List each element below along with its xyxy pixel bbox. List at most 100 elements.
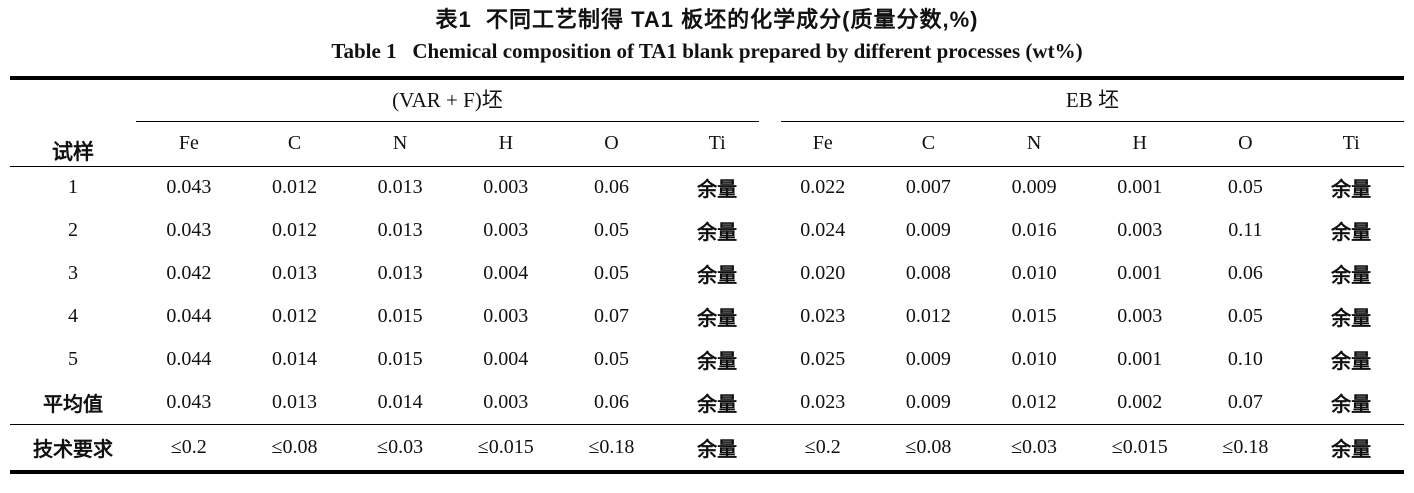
value-cell: 0.009 — [905, 348, 951, 370]
table-row-requirement: 技术要求 ≤0.2 ≤0.08 ≤0.03 ≤0.015 ≤0.18 余量 ≤0… — [10, 423, 1404, 472]
value-cell: 余量 — [664, 423, 770, 472]
element-column-header: N — [347, 122, 453, 167]
group-header-var-f: (VAR + F)坯 — [136, 78, 770, 122]
value-cell: 0.023 — [800, 390, 846, 413]
value-cell: ≤0.03 — [981, 423, 1087, 472]
value-cell: 余量 — [697, 351, 738, 373]
value-cell: 0.022 — [800, 176, 846, 199]
value-cell: 余量 — [697, 308, 738, 330]
value-cell: 0.010 — [1011, 348, 1057, 370]
element-header-row: Fe C N H O Ti Fe C N H O Ti — [10, 122, 1404, 167]
value-cell: 0.012 — [905, 305, 951, 327]
element-column-header: O — [1192, 122, 1299, 167]
value-cell: 0.05 — [1227, 305, 1263, 327]
value-cell: 0.001 — [1117, 348, 1163, 370]
value-cell: ≤0.015 — [452, 423, 559, 472]
value-cell: 0.020 — [800, 262, 846, 284]
value-cell: 0.013 — [377, 176, 423, 199]
value-cell: 0.06 — [593, 176, 629, 199]
value-cell: 0.023 — [800, 305, 846, 327]
composition-table: 试样 (VAR + F)坯 EB 坯 Fe C N H O Ti Fe C N … — [10, 76, 1404, 474]
value-cell: 0.025 — [800, 348, 846, 370]
value-cell: 0.003 — [1117, 305, 1163, 327]
value-cell: 余量 — [1298, 423, 1404, 472]
row-label: 2 — [68, 219, 78, 241]
element-column-header: O — [558, 122, 665, 167]
element-column-header: H — [1086, 122, 1193, 167]
value-cell: 余量 — [1331, 265, 1372, 287]
element-column-header: Fe — [769, 122, 876, 167]
value-cell: ≤0.08 — [875, 423, 982, 472]
value-cell: 0.007 — [905, 176, 951, 199]
table-row-1: 1 0.043 0.012 0.013 0.003 0.06 余量 0.022 … — [10, 166, 1404, 209]
value-cell: 0.07 — [1227, 390, 1263, 413]
value-cell: 余量 — [697, 393, 738, 416]
value-cell: 0.015 — [1011, 305, 1057, 327]
value-cell: 0.043 — [166, 176, 212, 199]
group-header-eb: EB 坯 — [770, 78, 1404, 122]
value-cell: 0.004 — [483, 348, 529, 370]
value-cell: 0.012 — [271, 176, 317, 199]
value-cell: 0.009 — [1011, 176, 1057, 199]
value-cell: 0.044 — [166, 305, 212, 327]
value-cell: 0.05 — [593, 219, 629, 241]
value-cell: 余量 — [697, 179, 738, 202]
value-cell: 0.009 — [905, 390, 951, 413]
row-label: 4 — [68, 305, 78, 327]
value-cell: ≤0.18 — [1192, 423, 1299, 472]
value-cell: 余量 — [697, 222, 738, 244]
group-header-eb-label: EB 坯 — [780, 84, 1404, 122]
value-cell: ≤0.18 — [558, 423, 665, 472]
row-label: 3 — [68, 262, 78, 284]
value-cell: 0.06 — [593, 390, 629, 413]
value-cell: 0.07 — [593, 305, 629, 327]
value-cell: 0.004 — [483, 262, 529, 284]
value-cell: 0.002 — [1117, 390, 1163, 413]
value-cell: 余量 — [1331, 393, 1372, 416]
value-cell: 0.10 — [1227, 348, 1263, 370]
value-cell: 0.013 — [377, 219, 423, 241]
element-column-header: Fe — [136, 122, 242, 167]
value-cell: 0.043 — [166, 219, 212, 241]
value-cell: ≤0.08 — [241, 423, 348, 472]
value-cell: 0.003 — [483, 176, 529, 199]
value-cell: ≤0.2 — [769, 423, 876, 472]
value-cell: 0.012 — [271, 219, 317, 241]
value-cell: 余量 — [697, 265, 738, 287]
value-cell: 0.003 — [483, 219, 529, 241]
table-captions: 表1 不同工艺制得 TA1 板坯的化学成分(质量分数,%) Table 1 Ch… — [0, 0, 1414, 67]
value-cell: 0.009 — [905, 219, 951, 241]
value-cell: 0.05 — [593, 348, 629, 370]
value-cell: ≤0.015 — [1086, 423, 1193, 472]
value-cell: 0.003 — [1117, 219, 1163, 241]
value-cell: 0.010 — [1011, 262, 1057, 284]
element-column-header: Ti — [664, 122, 770, 167]
table-title-en: Table 1 Chemical composition of TA1 blan… — [331, 39, 1083, 63]
row-label: 平均值 — [43, 393, 103, 416]
value-cell: 0.012 — [271, 305, 317, 327]
value-cell: 0.044 — [166, 348, 212, 370]
value-cell: ≤0.03 — [347, 423, 453, 472]
value-cell: 0.003 — [483, 305, 529, 327]
value-cell: 0.013 — [377, 262, 423, 284]
value-cell: 0.008 — [905, 262, 951, 284]
value-cell: 0.015 — [377, 348, 423, 370]
table-row-2: 2 0.043 0.012 0.013 0.003 0.05 余量 0.024 … — [10, 209, 1404, 252]
value-cell: 余量 — [1331, 308, 1372, 330]
table-row-4: 4 0.044 0.012 0.015 0.003 0.07 余量 0.023 … — [10, 295, 1404, 338]
element-column-header: N — [981, 122, 1087, 167]
value-cell: 0.014 — [271, 348, 317, 370]
element-column-header: C — [875, 122, 982, 167]
value-cell: 余量 — [1331, 222, 1372, 244]
row-label: 5 — [68, 348, 78, 370]
value-cell: 0.013 — [271, 262, 317, 284]
value-cell: 0.06 — [1227, 262, 1263, 284]
value-cell: 0.05 — [593, 262, 629, 284]
value-cell: 0.042 — [166, 262, 212, 284]
value-cell: ≤0.2 — [136, 423, 242, 472]
value-cell: 0.001 — [1117, 176, 1163, 199]
value-cell: 0.05 — [1227, 176, 1263, 199]
element-column-header: Ti — [1298, 122, 1404, 167]
value-cell: 0.001 — [1117, 262, 1163, 284]
value-cell: 0.014 — [377, 390, 423, 413]
